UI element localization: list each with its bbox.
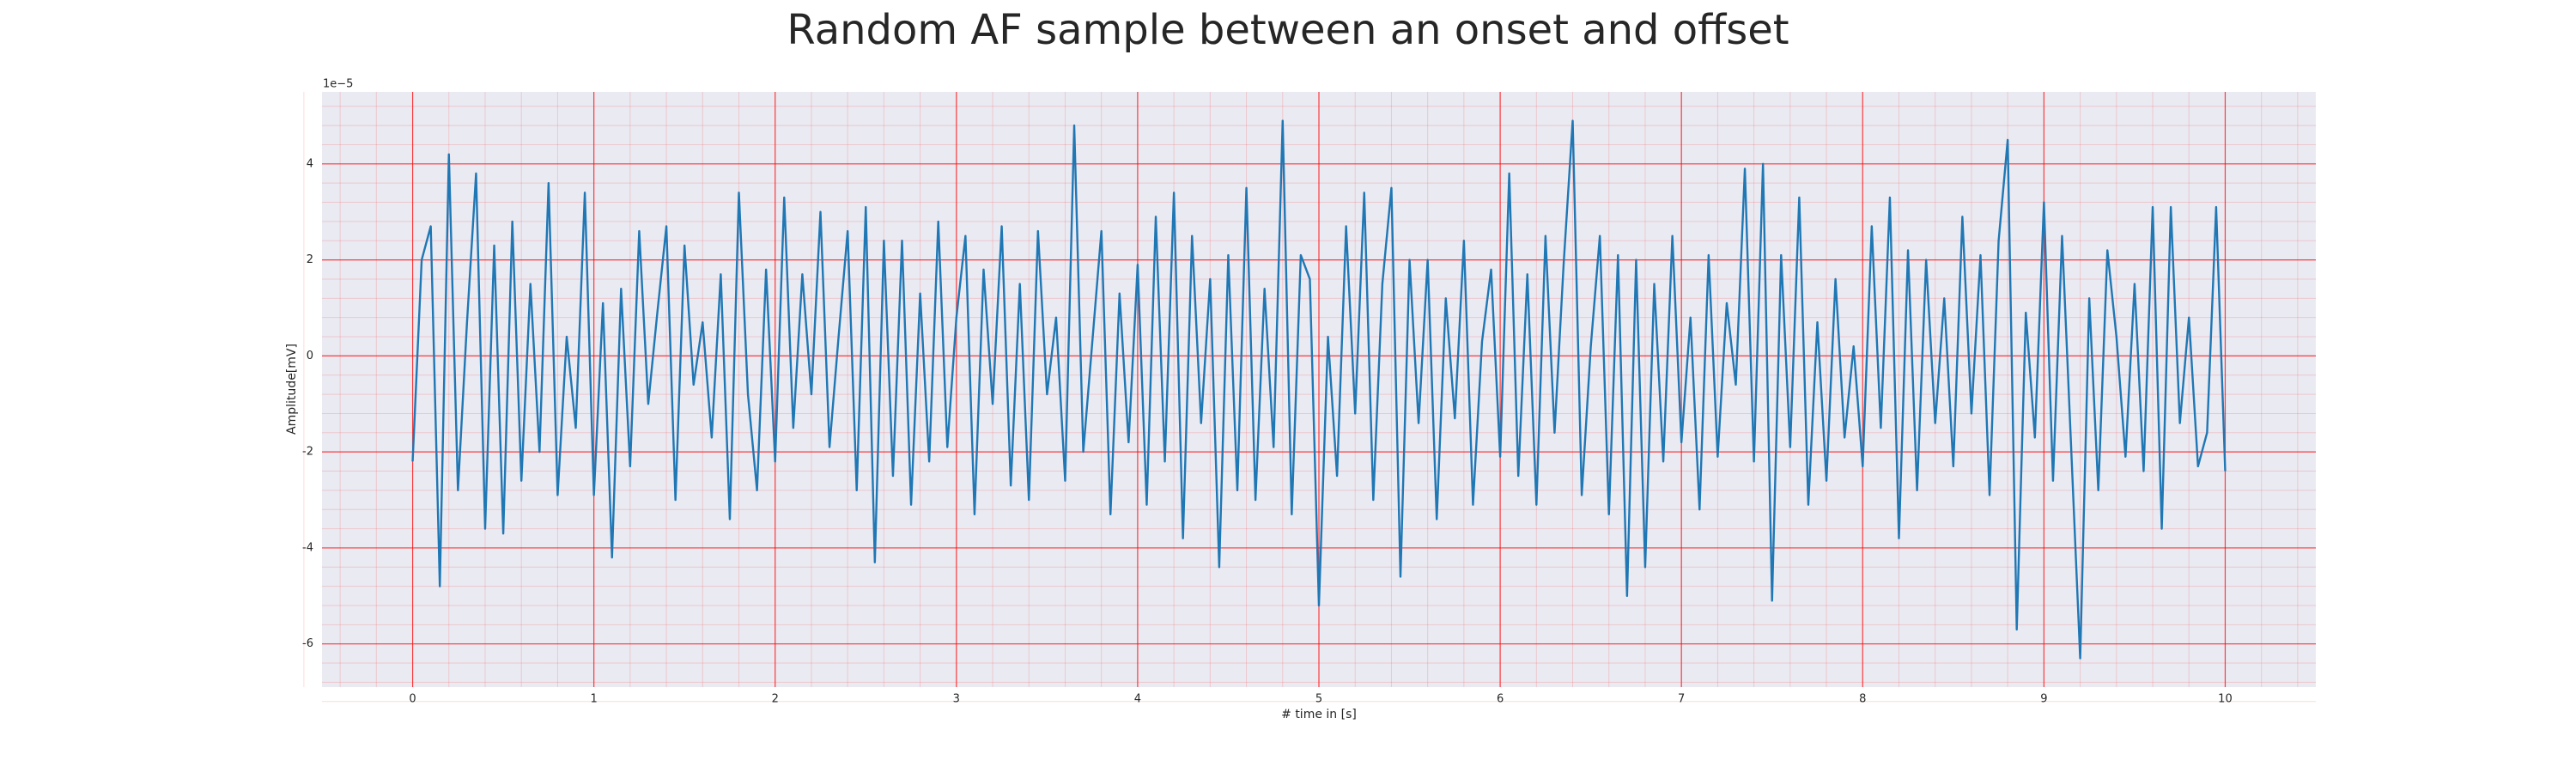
x-tick-label: 9 bbox=[2040, 693, 2047, 706]
x-tick-label: 10 bbox=[2218, 693, 2233, 706]
chart-title: Random AF sample between an onset and of… bbox=[787, 6, 1789, 54]
y-axis-label: Amplitude[mV] bbox=[285, 344, 299, 435]
x-tick-label: 8 bbox=[1859, 693, 1866, 706]
x-tick-label: 3 bbox=[953, 693, 960, 706]
y-tick-label: -4 bbox=[302, 541, 313, 554]
x-tick-label: 7 bbox=[1678, 693, 1685, 706]
x-tick-label: 1 bbox=[590, 693, 597, 706]
x-tick-label: 0 bbox=[409, 693, 416, 706]
y-tick-label: -6 bbox=[302, 637, 313, 650]
y-tick-label: 4 bbox=[307, 157, 313, 170]
x-axis-label: # time in [s] bbox=[1281, 708, 1357, 721]
y-tick-label: 2 bbox=[307, 253, 313, 266]
data-line bbox=[411, 119, 2227, 660]
x-tick-label: 6 bbox=[1497, 693, 1504, 706]
y-offset-label: 1e−5 bbox=[323, 78, 353, 91]
x-tick-label: 5 bbox=[1315, 693, 1322, 706]
x-tick-label: 4 bbox=[1134, 693, 1141, 706]
y-tick-label: 0 bbox=[307, 350, 313, 362]
x-tick-label: 2 bbox=[772, 693, 779, 706]
y-tick-label: -2 bbox=[302, 446, 313, 459]
